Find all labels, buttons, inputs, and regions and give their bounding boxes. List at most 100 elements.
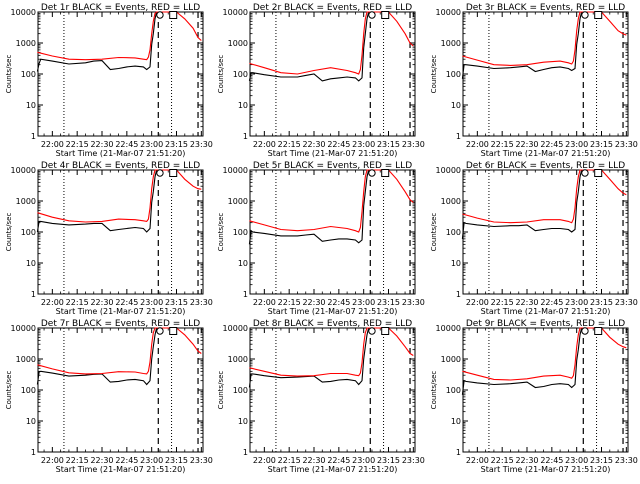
y-tick-label: 10000 (11, 324, 36, 333)
x-tick-label: 23:30 (190, 298, 213, 307)
lld-series-line (37, 11, 202, 61)
x-tick-label: 23:00 (140, 456, 163, 465)
y-axis-label: Counts/sec (5, 55, 13, 94)
y-tick-label: 1 (243, 448, 248, 457)
chart-title: Det 2r BLACK = Events, RED = LLD (253, 3, 412, 13)
x-tick-label: 23:00 (565, 298, 588, 307)
panel-2: Det 2r BLACK = Events, RED = LLD Counts/s… (217, 3, 425, 158)
y-tick-label: 10 (451, 417, 461, 426)
y-tick-label: 10000 (436, 8, 461, 17)
square-marker (169, 169, 178, 177)
circle-marker (581, 169, 589, 177)
x-tick-label: 22:45 (115, 140, 138, 149)
x-tick-label: 22:15 (66, 140, 89, 149)
x-tick-label: 22:15 (491, 140, 514, 149)
chart-title: Det 8r BLACK = Events, RED = LLD (253, 319, 412, 329)
x-tick-label: 22:00 (253, 298, 276, 307)
y-tick-label: 1 (31, 290, 36, 299)
square-marker (381, 169, 390, 177)
y-tick-label: 1 (243, 290, 248, 299)
x-tick-label: 23:30 (402, 298, 425, 307)
y-tick-label: 100 (21, 228, 36, 237)
x-tick-label: 22:15 (278, 298, 301, 307)
y-tick-label: 10 (451, 259, 461, 268)
x-tick-label: 23:00 (352, 140, 375, 149)
circle-marker (581, 327, 589, 335)
x-tick-label: 23:15 (165, 298, 188, 307)
lld-series-line (37, 327, 202, 375)
events-series-line (36, 11, 158, 72)
x-tick-label: 23:15 (165, 140, 188, 149)
square-marker (594, 11, 603, 19)
y-tick-label: 1000 (441, 197, 461, 206)
plot-frame (249, 169, 416, 295)
panel-7: Det 7r BLACK = Events, RED = LLD Counts/s… (5, 319, 213, 474)
circle-marker (581, 11, 589, 19)
x-tick-label: 23:15 (377, 298, 400, 307)
y-tick-label: 1000 (228, 197, 248, 206)
x-axis-label: Start Time (21-Mar-07 21:51:20) (481, 307, 611, 316)
chart-title: Det 6r BLACK = Events, RED = LLD (466, 161, 625, 171)
chart-title: Det 1r BLACK = Events, RED = LLD (41, 3, 200, 13)
y-tick-label: 10 (238, 417, 248, 426)
x-tick-label: 22:30 (90, 140, 113, 149)
y-tick-label: 100 (233, 386, 248, 395)
x-tick-label: 22:45 (540, 140, 563, 149)
lld-series-line (249, 169, 414, 233)
y-axis-label: Counts/sec (430, 213, 438, 252)
x-tick-label: 23:15 (590, 456, 613, 465)
x-tick-label: 22:15 (66, 298, 89, 307)
panel-3: Det 3r BLACK = Events, RED = LLD Counts/s… (430, 3, 638, 158)
y-tick-label: 1000 (16, 197, 36, 206)
x-axis-label: Start Time (21-Mar-07 21:51:20) (268, 149, 398, 158)
y-axis-label: Counts/sec (217, 213, 225, 252)
events-series-line (248, 11, 370, 82)
x-tick-label: 22:00 (466, 140, 489, 149)
y-tick-label: 1000 (228, 355, 248, 364)
x-tick-label: 23:30 (190, 456, 213, 465)
x-axis-label: Start Time (21-Mar-07 21:51:20) (481, 149, 611, 158)
x-tick-label: 22:00 (41, 298, 64, 307)
chart-title: Det 9r BLACK = Events, RED = LLD (466, 319, 625, 329)
chart-title: Det 5r BLACK = Events, RED = LLD (253, 161, 412, 171)
x-tick-label: 23:15 (590, 140, 613, 149)
x-axis-label: Start Time (21-Mar-07 21:51:20) (56, 149, 186, 158)
lld-series-line (249, 327, 414, 377)
y-tick-label: 10 (238, 101, 248, 110)
x-tick-label: 23:30 (190, 140, 213, 149)
square-marker (594, 169, 603, 177)
x-tick-label: 23:00 (140, 140, 163, 149)
plot-frame (37, 11, 204, 137)
y-axis-label: Counts/sec (430, 55, 438, 94)
x-tick-label: 22:45 (540, 298, 563, 307)
y-tick-label: 10 (238, 259, 248, 268)
x-tick-label: 22:45 (540, 456, 563, 465)
y-tick-label: 1 (456, 132, 461, 141)
chart-title: Det 7r BLACK = Events, RED = LLD (41, 319, 200, 329)
lld-series-line (462, 169, 627, 224)
x-tick-label: 22:15 (278, 456, 301, 465)
x-tick-label: 23:00 (565, 456, 588, 465)
y-axis-label: Counts/sec (430, 371, 438, 410)
events-series-line (461, 169, 583, 239)
y-tick-label: 1 (456, 448, 461, 457)
x-tick-label: 22:15 (66, 456, 89, 465)
x-axis-label: Start Time (21-Mar-07 21:51:20) (56, 307, 186, 316)
plot-frame (462, 327, 629, 453)
x-tick-label: 23:30 (402, 456, 425, 465)
square-marker (381, 11, 390, 19)
x-tick-label: 22:15 (491, 456, 514, 465)
x-tick-label: 22:45 (327, 140, 350, 149)
y-tick-label: 10 (26, 101, 36, 110)
x-tick-label: 22:30 (515, 298, 538, 307)
x-axis-label: Start Time (21-Mar-07 21:51:20) (56, 465, 186, 474)
circle-marker (156, 11, 164, 19)
lld-series-line (249, 11, 414, 75)
plot-frame (249, 327, 416, 453)
lld-series-line (37, 169, 202, 223)
plot-frame (462, 11, 629, 137)
y-tick-label: 10000 (223, 166, 248, 175)
x-tick-label: 22:45 (115, 298, 138, 307)
x-tick-label: 22:00 (253, 140, 276, 149)
